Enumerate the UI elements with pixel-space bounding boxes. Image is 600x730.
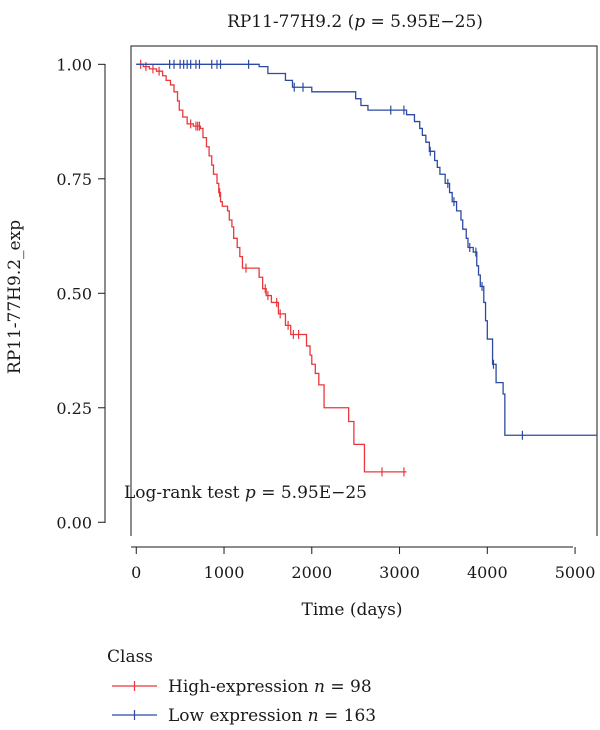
y-tick-label: 0.25 [56, 399, 92, 418]
survival-curve [136, 63, 597, 436]
legend-label: Low expression n = 163 [168, 706, 376, 726]
y-tick-label: 0.50 [56, 284, 92, 303]
log-rank-annotation: Log-rank test p = 5.95E−25 [124, 483, 367, 503]
y-ticks: 0.00 0.25 0.50 0.75 1.00 [56, 55, 105, 532]
legend-items: High-expression n = 98 Low expression n =… [112, 677, 376, 726]
x-axis-label: Time (days) [302, 600, 403, 620]
annotation-lead: Log-rank test [124, 483, 245, 503]
x-tick-label: 4000 [467, 563, 508, 582]
annotation-p: p [245, 483, 256, 503]
y-axis-label: RP11-77H9.2_exp [5, 220, 25, 374]
legend-item: High-expression n = 98 [112, 677, 372, 697]
x-tick-label: 3000 [379, 563, 420, 582]
y-tick-label: 0.00 [56, 513, 92, 532]
survival-curve [136, 63, 407, 473]
series-low-expression [136, 59, 597, 440]
legend-item: Low expression n = 163 [112, 706, 376, 726]
x-tick-label: 5000 [555, 563, 596, 582]
x-ticks: 0 1000 2000 3000 4000 5000 [131, 547, 595, 582]
plot-area [130, 45, 598, 536]
legend-title: Class [107, 647, 153, 667]
x-tick-label: 1000 [204, 563, 245, 582]
plot-frame [130, 45, 598, 536]
chart-title: RP11-77H9.2 (p = 5.95E−25) [227, 12, 483, 32]
legend-label: High-expression n = 98 [168, 677, 372, 697]
y-tick-label: 0.75 [56, 170, 92, 189]
chart-title-tail: = 5.95E−25) [365, 12, 483, 32]
legend: Class High-expression n = 98 Low expressi… [107, 647, 376, 726]
chart-title-p: p [354, 12, 365, 32]
series-high-expression [136, 59, 407, 477]
x-tick-label: 0 [131, 563, 141, 582]
x-tick-label: 2000 [291, 563, 332, 582]
chart-title-lead: RP11-77H9.2 ( [227, 12, 354, 32]
annotation-tail: = 5.95E−25 [256, 483, 367, 503]
y-tick-label: 1.00 [56, 55, 92, 74]
